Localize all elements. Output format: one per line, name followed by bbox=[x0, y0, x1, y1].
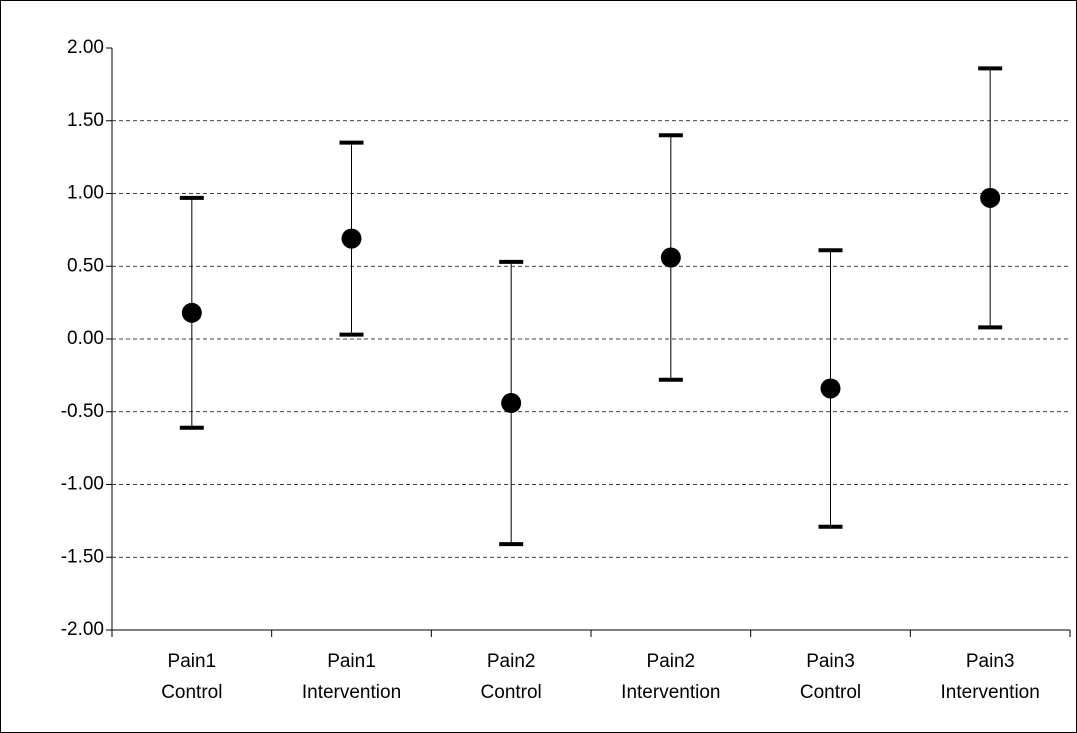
x-tick-label: Pain3 Intervention bbox=[941, 651, 1040, 703]
point bbox=[820, 378, 841, 399]
point bbox=[341, 228, 362, 249]
x-tick-label: Pain3 Control bbox=[800, 651, 861, 703]
x-tick-label: Pain1 Intervention bbox=[302, 651, 401, 703]
point bbox=[181, 302, 202, 323]
x-tick-label: Pain2 Control bbox=[481, 651, 542, 703]
y-tick-label: 1.50 bbox=[67, 110, 104, 131]
y-tick-label: 2.00 bbox=[67, 37, 104, 58]
x-tick-label: Pain2 Intervention bbox=[621, 651, 720, 703]
y-tick-label: 0.50 bbox=[67, 255, 104, 276]
y-tick-label: 1.00 bbox=[67, 183, 104, 204]
point bbox=[980, 187, 1001, 208]
point bbox=[501, 393, 522, 414]
x-tick-label: Pain1 Control bbox=[161, 651, 222, 703]
y-tick-label: -1.50 bbox=[61, 546, 104, 567]
point bbox=[660, 247, 681, 268]
y-tick-label: -1.00 bbox=[61, 474, 104, 495]
y-tick-label: -2.00 bbox=[61, 619, 104, 640]
y-tick-label: -0.50 bbox=[61, 401, 104, 422]
y-tick-label: 0.00 bbox=[67, 328, 104, 349]
